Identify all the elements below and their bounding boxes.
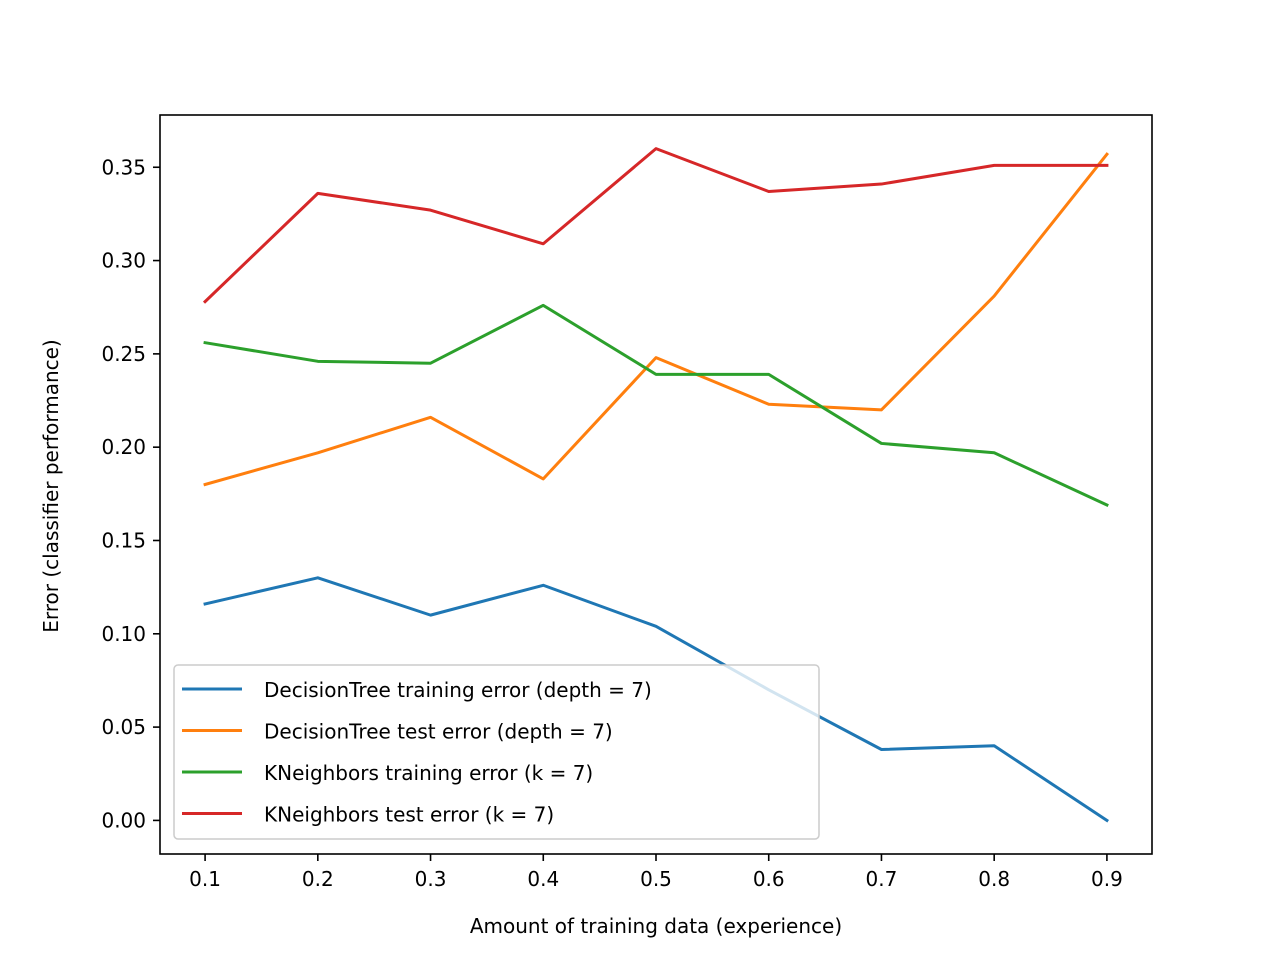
y-axis-label: Error (classifier performance) xyxy=(39,339,63,633)
y-tick-label: 0.35 xyxy=(101,155,146,179)
x-tick-label: 0.9 xyxy=(1091,867,1123,891)
y-tick-label: 0.10 xyxy=(101,622,146,646)
y-tick-label: 0.20 xyxy=(101,435,146,459)
series-line-2 xyxy=(203,152,1110,487)
series-line-3 xyxy=(203,303,1109,508)
y-tick-label: 0.05 xyxy=(101,715,146,739)
legend-entries: DecisionTree training error (depth = 7) D… xyxy=(182,678,652,827)
x-tick-label: 0.8 xyxy=(978,867,1010,891)
legend-label-2: DecisionTree test error (depth = 7) xyxy=(264,720,613,744)
series-line-4 xyxy=(202,147,1109,304)
x-axis-ticks: 0.1 0.2 0.3 0.4 0.5 0.6 0.7 0.8 0.9 xyxy=(189,854,1123,891)
y-tick-label: 0.15 xyxy=(101,528,146,552)
legend-label-1: DecisionTree training error (depth = 7) xyxy=(264,678,652,702)
x-tick-label: 0.2 xyxy=(302,867,334,891)
y-axis-ticks: 0.00 0.05 0.10 0.15 0.20 0.25 0.30 0.35 xyxy=(101,155,160,832)
y-tick-label: 0.25 xyxy=(101,342,146,366)
y-tick-label: 0.30 xyxy=(101,249,146,273)
series-lines xyxy=(202,147,1110,823)
x-tick-label: 0.3 xyxy=(415,867,447,891)
x-tick-label: 0.6 xyxy=(753,867,785,891)
x-tick-label: 0.4 xyxy=(527,867,559,891)
legend: DecisionTree training error (depth = 7) D… xyxy=(173,664,820,840)
x-tick-label: 0.7 xyxy=(866,867,898,891)
x-tick-label: 0.5 xyxy=(640,867,672,891)
y-tick-label: 0.00 xyxy=(101,808,146,832)
legend-label-4: KNeighbors test error (k = 7) xyxy=(264,803,554,827)
x-tick-label: 0.1 xyxy=(189,867,221,891)
legend-label-3: KNeighbors training error (k = 7) xyxy=(264,761,593,785)
x-axis-label: Amount of training data (experience) xyxy=(470,914,842,938)
legend-box xyxy=(173,664,820,840)
series-line-1 xyxy=(203,576,1109,823)
